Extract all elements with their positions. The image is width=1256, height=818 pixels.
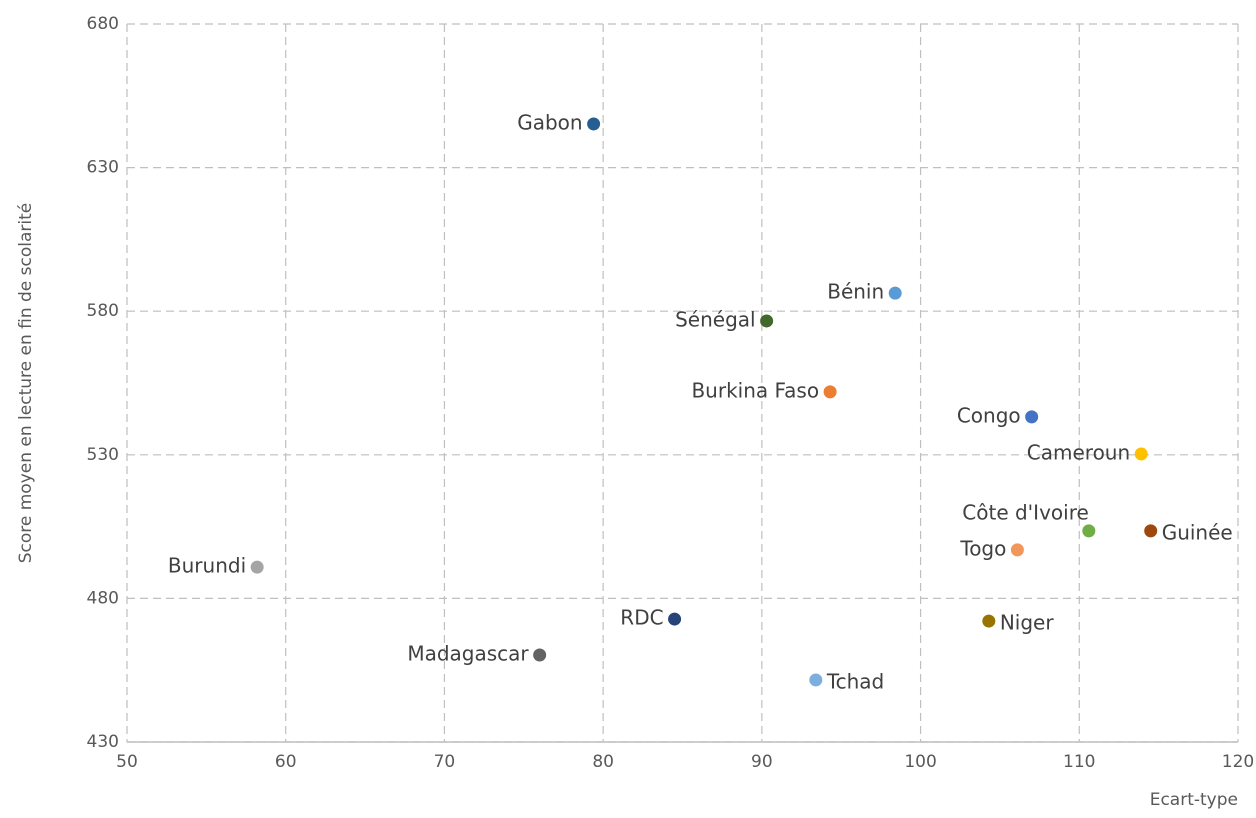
point-label: Tchad — [826, 669, 884, 693]
point — [760, 314, 774, 328]
x-tick-label: 120 — [1222, 752, 1254, 772]
y-tick-label: 430 — [87, 732, 119, 752]
point-label: Cameroun — [1027, 440, 1130, 464]
point — [250, 560, 264, 574]
point-label: Togo — [959, 536, 1006, 560]
point-label: Côte d'Ivoire — [962, 500, 1089, 524]
point — [1082, 524, 1096, 538]
point — [1134, 447, 1148, 461]
point-label: Gabon — [517, 110, 582, 134]
x-tick-label: 110 — [1063, 752, 1095, 772]
point — [1025, 410, 1039, 424]
point-label: Sénégal — [675, 307, 756, 331]
y-axis-title: Score moyen en lecture en fin de scolari… — [16, 203, 36, 564]
point — [982, 614, 996, 628]
point-label: Burkina Faso — [691, 378, 819, 402]
point — [809, 673, 823, 687]
point-label: Niger — [1000, 611, 1055, 635]
y-tick-label: 680 — [87, 14, 119, 34]
point-label: RDC — [620, 606, 663, 630]
point-label: Guinée — [1162, 520, 1233, 544]
y-tick-label: 480 — [87, 588, 119, 608]
x-tick-label: 60 — [275, 752, 297, 772]
x-axis-title: Ecart-type — [1150, 790, 1238, 810]
point — [823, 385, 837, 399]
point-label: Madagascar — [407, 641, 529, 665]
x-tick-label: 50 — [116, 752, 138, 772]
x-tick-label: 70 — [434, 752, 456, 772]
y-tick-label: 530 — [87, 445, 119, 465]
point — [533, 648, 547, 662]
y-tick-label: 630 — [87, 158, 119, 178]
point — [1144, 524, 1158, 538]
point — [888, 286, 902, 300]
point-label: Congo — [957, 403, 1021, 427]
point — [587, 117, 601, 131]
x-tick-label: 100 — [904, 752, 936, 772]
x-tick-label: 80 — [592, 752, 614, 772]
point-label: Bénin — [827, 280, 884, 304]
point — [1010, 543, 1024, 557]
point — [668, 612, 682, 626]
point-label: Burundi — [168, 554, 246, 578]
x-tick-label: 90 — [751, 752, 773, 772]
y-tick-label: 580 — [87, 301, 119, 321]
